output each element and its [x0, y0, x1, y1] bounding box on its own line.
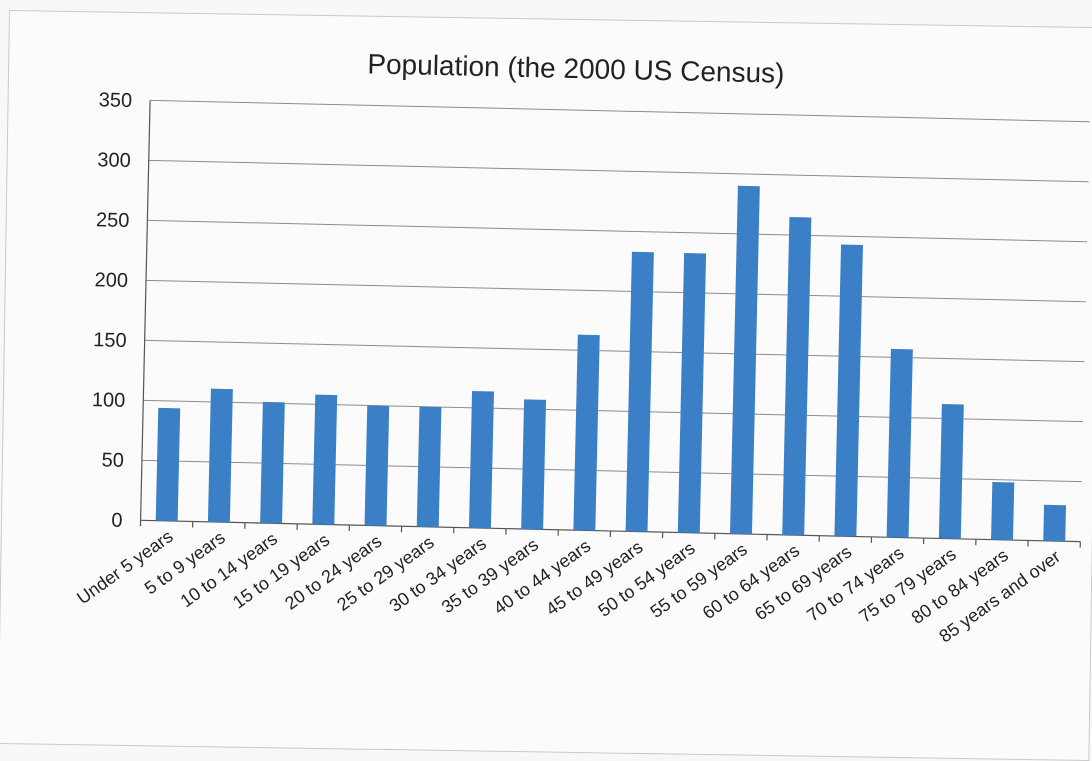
bar — [939, 404, 964, 539]
bar — [1043, 505, 1066, 541]
y-axis: 0 50 100 150 200 250 300 350 — [89, 89, 150, 532]
gridline — [147, 220, 1087, 241]
bar — [521, 399, 546, 529]
chart-title: Population (the 2000 US Census) — [367, 48, 785, 88]
bar — [260, 402, 285, 524]
y-tick-label: 300 — [97, 149, 131, 172]
y-tick-label: 0 — [111, 510, 123, 532]
bar-layer — [156, 173, 1073, 542]
bar — [312, 395, 337, 525]
y-tick-label: 150 — [93, 329, 127, 352]
bar — [365, 405, 390, 525]
gridline — [149, 160, 1089, 181]
y-axis-line — [141, 100, 151, 520]
bar — [469, 391, 494, 528]
gridline — [146, 280, 1086, 301]
bar — [573, 335, 599, 531]
bar — [417, 407, 442, 527]
bar — [782, 217, 811, 535]
bar — [678, 253, 706, 533]
y-tick-label: 350 — [98, 89, 132, 112]
y-tick-label: 50 — [101, 449, 124, 471]
y-tick-label: 100 — [92, 389, 126, 412]
gridline — [150, 100, 1090, 121]
bar — [156, 408, 180, 521]
y-tick-label: 250 — [96, 209, 130, 232]
bar — [834, 245, 863, 537]
bar — [208, 389, 233, 523]
bar — [991, 482, 1014, 540]
gridline — [145, 340, 1085, 361]
bar — [626, 252, 654, 532]
y-tick-label: 200 — [94, 269, 128, 292]
bar — [730, 186, 760, 534]
bar — [887, 349, 913, 538]
